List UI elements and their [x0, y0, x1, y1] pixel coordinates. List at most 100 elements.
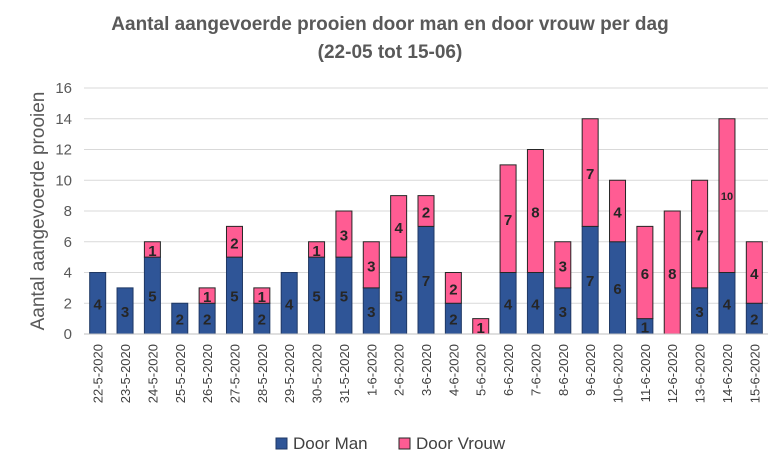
- y-tick-label: 14: [55, 111, 72, 128]
- x-tick-label: 30-5-2020: [310, 344, 325, 403]
- data-label-door-vrouw: 3: [559, 258, 567, 275]
- bar-door-vrouw: [335, 210, 353, 258]
- y-axis-label: Aantal aangevoerde prooien: [28, 92, 49, 331]
- x-tick-label: 2-6-2020: [392, 344, 407, 396]
- x-tick-label: 14-6-2020: [720, 344, 735, 403]
- y-tick-label: 6: [64, 234, 72, 251]
- data-label-door-vrouw: 7: [695, 228, 703, 245]
- data-label-door-man: 2: [449, 312, 457, 329]
- y-tick-label: 12: [55, 142, 72, 159]
- data-label-door-man: 5: [394, 289, 402, 306]
- chart-title: Aantal aangevoerde prooien door man en d…: [111, 14, 669, 35]
- x-tick-label: 7-6-2020: [528, 344, 543, 396]
- bar-door-vrouw: [691, 179, 709, 289]
- x-tick-label: 5-6-2020: [474, 344, 489, 396]
- data-label-door-vrouw: 1: [148, 243, 156, 260]
- data-label-door-man: 4: [504, 296, 513, 313]
- data-label-door-man: 6: [613, 281, 621, 298]
- data-label-door-vrouw: 8: [531, 205, 539, 222]
- legend-swatch-door-vrouw: [398, 437, 411, 450]
- y-tick-label: 2: [64, 295, 72, 312]
- data-label-door-man: 4: [723, 296, 732, 313]
- data-label-door-man: 3: [367, 304, 375, 321]
- data-label-door-man: 3: [695, 304, 703, 321]
- data-label-door-man: 7: [422, 273, 430, 290]
- data-label-door-vrouw: 7: [504, 212, 512, 229]
- data-label-door-vrouw: 7: [586, 166, 594, 183]
- bar-door-vrouw: [143, 241, 161, 258]
- bar-door-vrouw: [581, 118, 599, 227]
- data-label-door-vrouw: 1: [312, 243, 320, 260]
- data-label-door-vrouw: 1: [477, 320, 485, 337]
- data-label-door-vrouw: 2: [422, 205, 430, 222]
- x-tick-label: 25-5-2020: [173, 344, 188, 403]
- x-tick-label: 1-6-2020: [364, 344, 379, 396]
- bar-door-vrouw: [636, 225, 654, 320]
- x-tick-label: 28-5-2020: [255, 344, 270, 403]
- bar-door-vrouw: [362, 241, 380, 289]
- legend-swatch-door-man: [275, 437, 288, 450]
- y-tick-label: 16: [55, 80, 72, 97]
- bar-door-vrouw: [745, 241, 763, 304]
- data-label-door-man: 2: [176, 312, 184, 329]
- x-tick-label: 10-6-2020: [611, 344, 626, 403]
- data-label-door-vrouw: 4: [394, 220, 403, 237]
- data-label-door-man: 3: [559, 304, 567, 321]
- data-label-door-man: 4: [531, 296, 540, 313]
- bar-door-vrouw: [417, 195, 435, 227]
- data-label-door-man: 7: [586, 273, 594, 290]
- x-tick-label: 15-6-2020: [747, 344, 762, 403]
- data-label-door-man: 5: [340, 289, 348, 306]
- x-tick-label: 27-5-2020: [227, 344, 242, 403]
- data-label-door-vrouw: 2: [230, 235, 238, 252]
- bar-door-vrouw: [499, 164, 517, 273]
- bar-door-vrouw: [444, 272, 462, 304]
- bar-door-vrouw: [526, 149, 544, 273]
- data-label-door-man: 5: [230, 289, 238, 306]
- x-tick-label: 23-5-2020: [118, 344, 133, 403]
- legend-label-door-man: Door Man: [293, 434, 368, 453]
- data-label-door-vrouw: 8: [668, 266, 676, 283]
- x-tick-label: 11-6-2020: [638, 344, 653, 402]
- data-label-door-man: 3: [121, 304, 129, 321]
- y-tick-label: 4: [64, 265, 72, 282]
- data-label-door-vrouw: 4: [613, 205, 622, 222]
- chart-subtitle: (22-05 tot 15-06): [317, 42, 463, 63]
- bar-door-vrouw: [554, 241, 572, 289]
- x-tick-label: 26-5-2020: [200, 344, 215, 403]
- bar-door-vrouw: [609, 179, 627, 243]
- y-tick-label: 8: [64, 203, 72, 220]
- legend-label-door-vrouw: Door Vrouw: [416, 434, 506, 453]
- x-tick-label: 24-5-2020: [145, 344, 160, 403]
- x-tick-label: 29-5-2020: [282, 344, 297, 403]
- x-tick-label: 31-5-2020: [337, 344, 352, 403]
- data-label-door-vrouw: 3: [340, 228, 348, 245]
- x-tick-label: 12-6-2020: [665, 344, 680, 403]
- data-label-door-man: 2: [203, 312, 211, 329]
- data-label-door-vrouw: 2: [449, 281, 457, 298]
- data-label-door-man: 4: [94, 296, 103, 313]
- x-tick-label: 13-6-2020: [693, 344, 708, 403]
- x-tick-label: 6-6-2020: [501, 344, 516, 396]
- data-label-door-man: 5: [312, 289, 320, 306]
- y-tick-label: 0: [64, 326, 72, 343]
- data-label-door-man: 2: [258, 312, 266, 329]
- data-label-door-vrouw: 6: [641, 266, 649, 283]
- bar-door-vrouw: [308, 241, 326, 258]
- bar-door-vrouw: [253, 287, 271, 304]
- bar-door-vrouw: [198, 287, 216, 304]
- bar-door-vrouw: [225, 225, 243, 258]
- data-label-door-vrouw: 1: [258, 289, 266, 306]
- bar-door-vrouw: [718, 118, 736, 273]
- y-tick-label: 10: [55, 172, 72, 189]
- data-label-door-man: 5: [148, 289, 156, 306]
- x-tick-label: 9-6-2020: [583, 344, 598, 396]
- data-label-door-vrouw: 3: [367, 258, 375, 275]
- x-tick-label: 4-6-2020: [446, 344, 461, 396]
- x-tick-label: 22-5-2020: [91, 344, 106, 403]
- x-tick-label: 8-6-2020: [556, 344, 571, 396]
- data-label-door-man: 2: [750, 312, 758, 329]
- data-label-door-vrouw: 4: [750, 266, 759, 283]
